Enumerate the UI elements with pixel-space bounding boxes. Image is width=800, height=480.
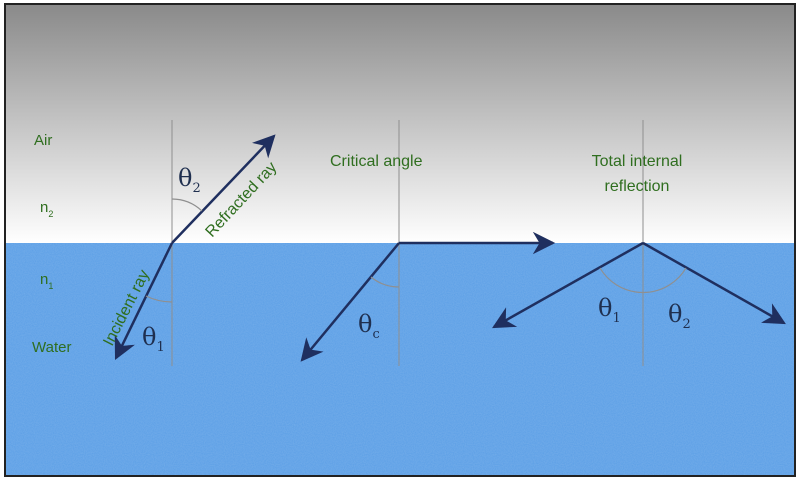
- water-texture: [6, 243, 794, 475]
- theta-c-arc: [370, 276, 400, 288]
- tir-incident-ray: [492, 241, 644, 329]
- theta2-refraction-label: θ2: [178, 164, 201, 196]
- theta1-arc: [145, 295, 173, 303]
- critical-angle-title: Critical angle: [330, 153, 423, 170]
- air-region: [6, 5, 794, 243]
- tir-title-line1: Total internal: [592, 153, 683, 170]
- theta1-refraction-label: θ1: [142, 323, 165, 355]
- outer-border: [4, 3, 796, 477]
- air-label: Air: [34, 132, 52, 149]
- tir-angle-arc: [599, 267, 687, 294]
- incident-ray: [114, 242, 174, 361]
- critical-incident-ray: [300, 242, 400, 362]
- tir-title-line2: reflection: [605, 178, 670, 195]
- theta-c-label: θc: [358, 310, 380, 342]
- theta2-tir-label: θ2: [668, 300, 691, 332]
- n1-label: n1: [40, 271, 53, 291]
- theta1-tir-label: θ1: [598, 294, 621, 326]
- n2-label: n2: [40, 199, 53, 219]
- tir-reflected-ray: [642, 241, 786, 325]
- theta2-arc: [171, 198, 203, 212]
- water-label: Water: [32, 339, 71, 356]
- refracted-ray: [171, 134, 276, 244]
